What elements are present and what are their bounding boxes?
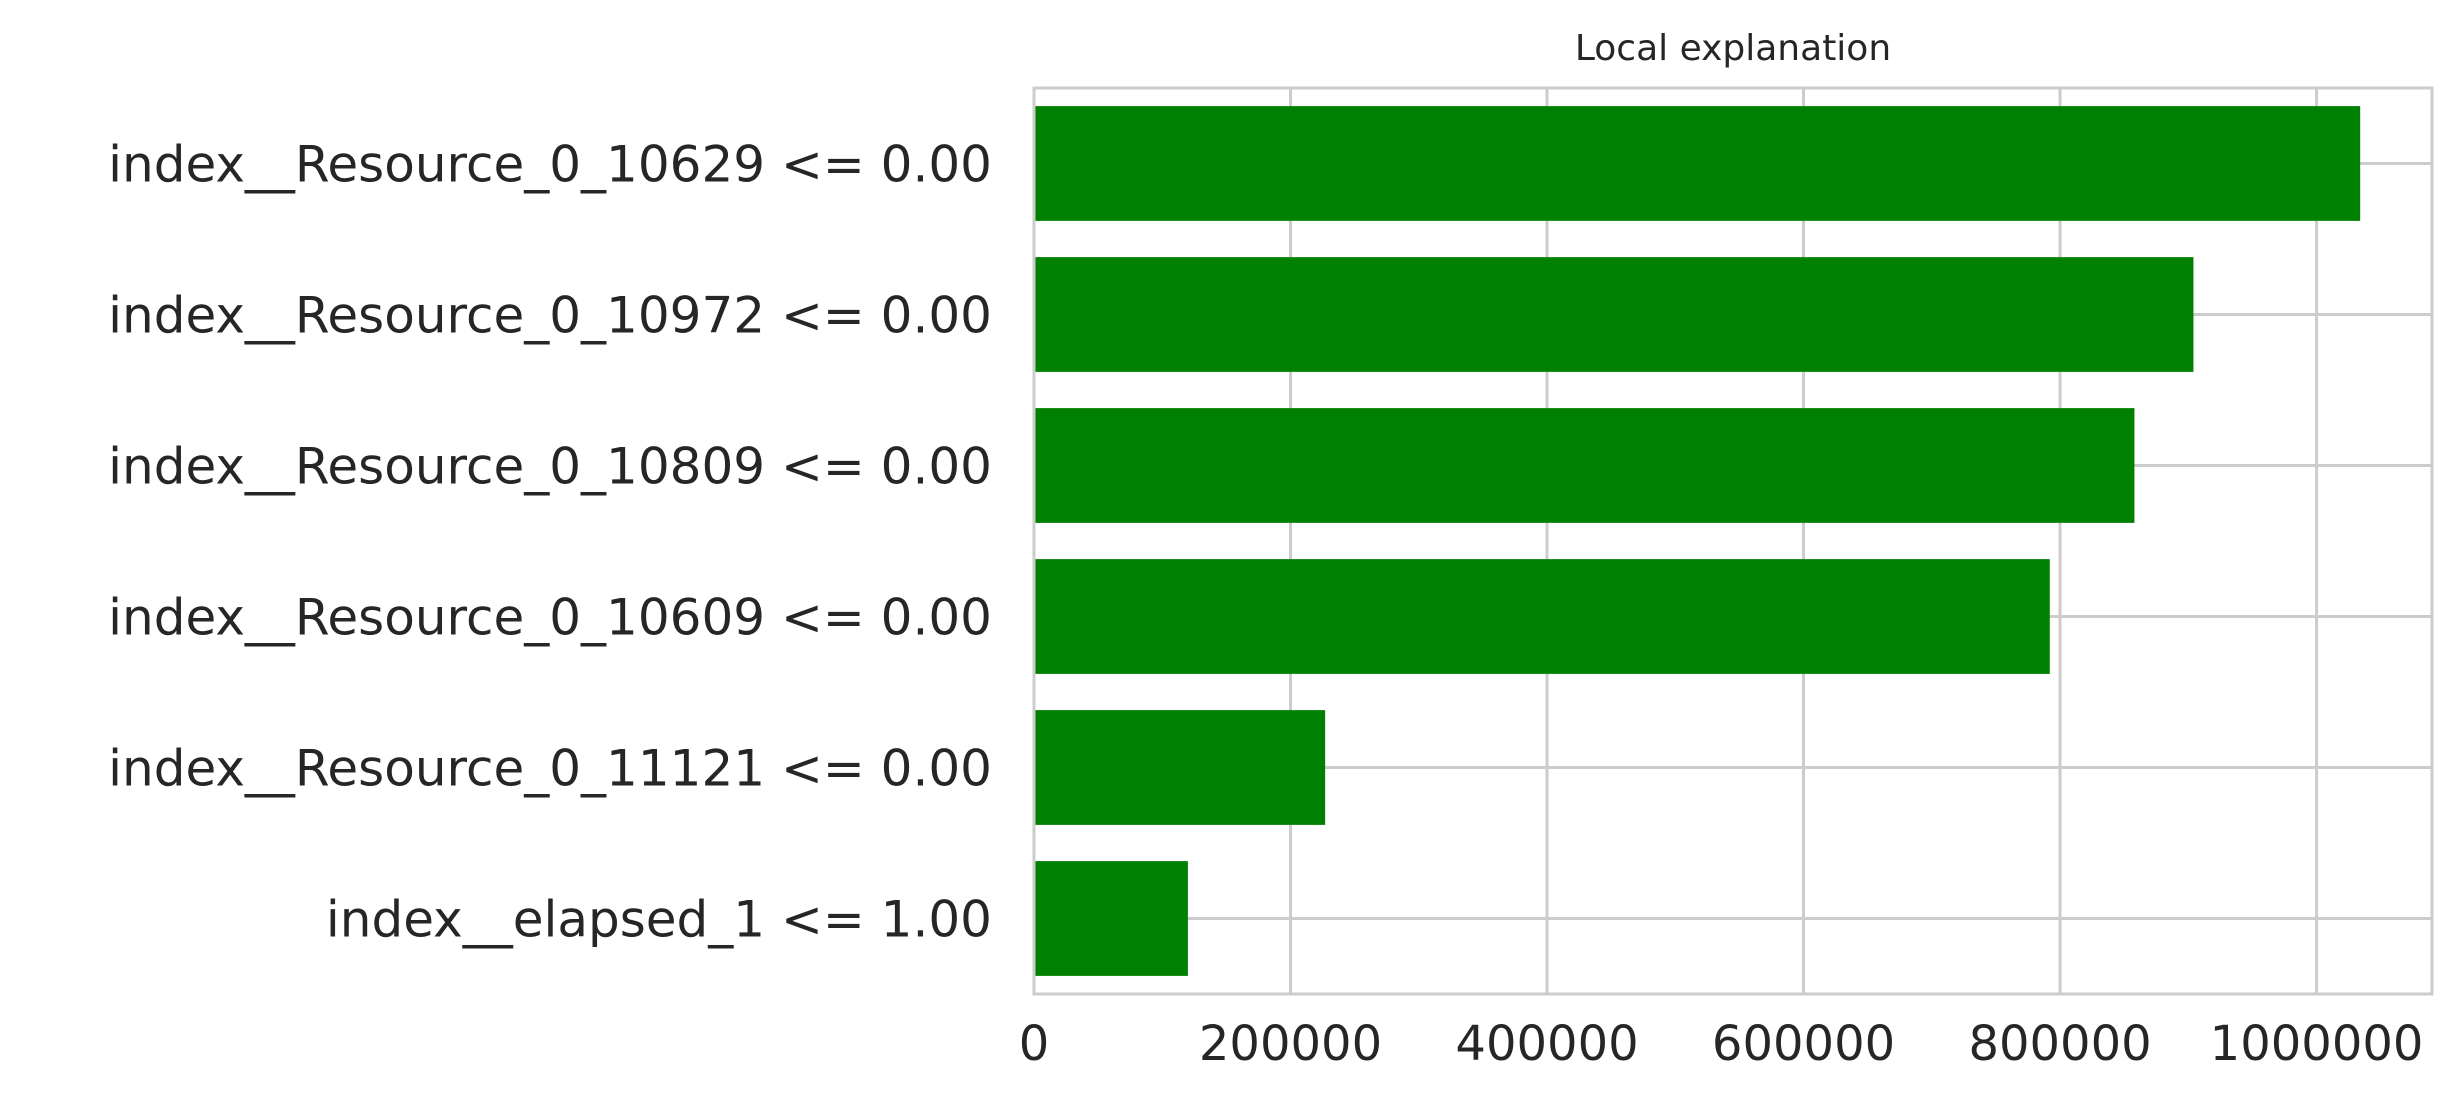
chart-title: Local explanation: [1575, 28, 1891, 69]
bars: [1034, 106, 2361, 976]
bar: [1034, 106, 2361, 221]
category-label: index__Resource_0_10629 <= 0.00: [108, 136, 992, 194]
category-label: index__Resource_0_10972 <= 0.00: [108, 287, 992, 345]
bar: [1034, 257, 2194, 372]
x-tick-label: 600000: [1712, 1016, 1895, 1072]
x-tick-label: 1000000: [2210, 1016, 2424, 1072]
x-tick-label: 200000: [1199, 1016, 1382, 1072]
plot-frame: [1032, 86, 2434, 996]
bar: [1034, 559, 2050, 674]
grid-lines: [1032, 88, 2432, 994]
x-axis-ticks: 0 200000 400000 600000 800000 1000000: [1019, 1016, 2424, 1072]
bar: [1034, 408, 2135, 523]
bar: [1034, 861, 1188, 976]
x-tick-label: 0: [1019, 1016, 1050, 1072]
bar: [1034, 710, 1326, 825]
category-label: index__Resource_0_11121 <= 0.00: [108, 740, 992, 798]
x-tick-label: 800000: [1968, 1016, 2151, 1072]
category-label: index__Resource_0_10609 <= 0.00: [108, 589, 992, 647]
category-label: index__Resource_0_10809 <= 0.00: [108, 438, 992, 496]
category-label: index__elapsed_1 <= 1.00: [326, 891, 992, 949]
x-tick-label: 400000: [1455, 1016, 1638, 1072]
y-axis-categories: index__Resource_0_10629 <= 0.00 index__Re…: [108, 136, 992, 949]
